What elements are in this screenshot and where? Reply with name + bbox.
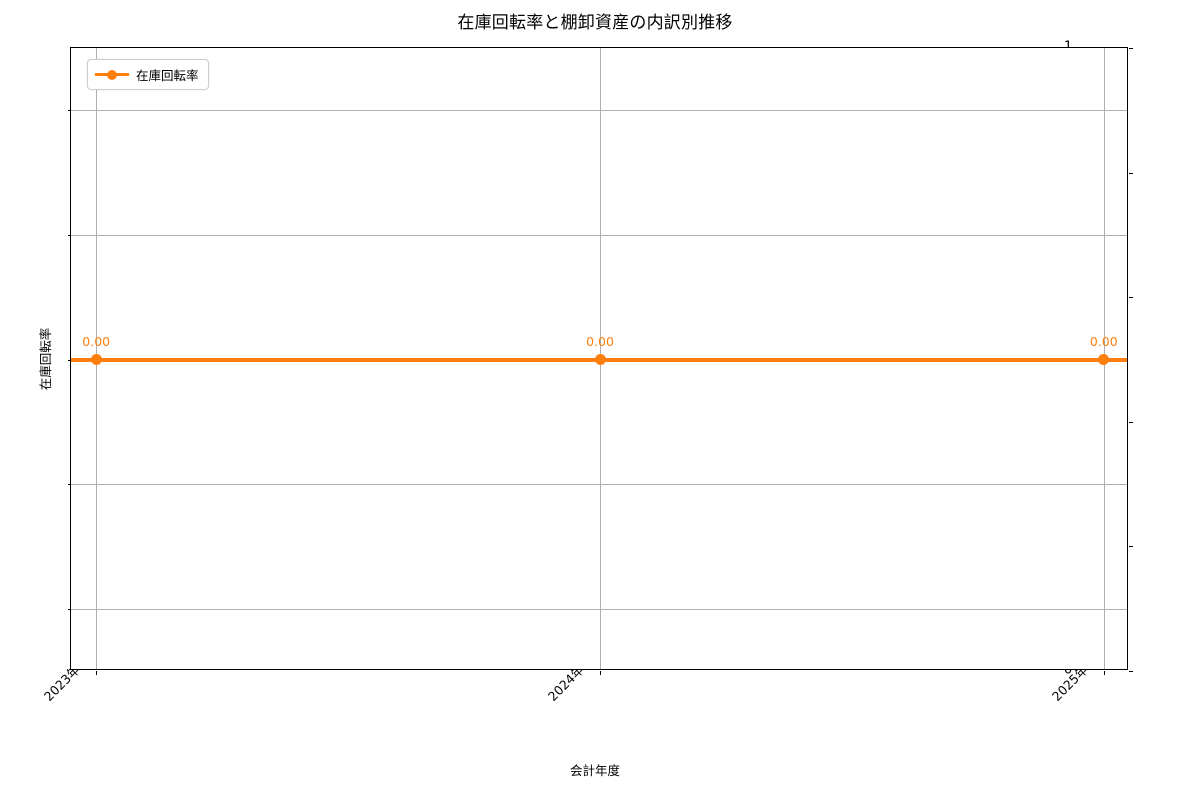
x-tick-mark bbox=[96, 671, 98, 675]
plot-area: 0.000.000.00 在庫回転率 棚卸資産（百万円） 在庫回転率 bbox=[38, 47, 1133, 675]
y-tick-mark-right bbox=[1129, 671, 1133, 672]
data-point-label: 0.00 bbox=[1089, 333, 1118, 349]
data-point-marker bbox=[1098, 354, 1110, 365]
y-tick-mark-left bbox=[67, 234, 71, 236]
y-axis-left-title: 在庫回転率 bbox=[37, 327, 53, 390]
legend-label-inventory-turnover: 在庫回転率 bbox=[136, 68, 199, 83]
legend-swatch-line-marker bbox=[95, 69, 129, 80]
y-tick-mark-left bbox=[67, 359, 71, 361]
x-tick-mark bbox=[1103, 671, 1105, 675]
x-axis-title: 会計年度 bbox=[569, 763, 620, 778]
legend[interactable]: 在庫回転率 bbox=[87, 59, 209, 90]
y-tick-mark-left bbox=[67, 608, 71, 610]
gridline-horizontal bbox=[71, 110, 1127, 112]
x-tick-mark bbox=[600, 671, 601, 675]
legend-marker-dot bbox=[107, 69, 117, 80]
y-tick-mark-right bbox=[1129, 421, 1133, 423]
y-tick-mark-right bbox=[1129, 297, 1133, 299]
y-tick-mark-left bbox=[67, 110, 71, 112]
data-point-label: 0.00 bbox=[82, 333, 111, 349]
y-tick-mark-right bbox=[1129, 546, 1133, 548]
y-tick-mark-right bbox=[1129, 48, 1133, 49]
y-tick-mark-right bbox=[1129, 172, 1133, 174]
gridline-horizontal bbox=[71, 234, 1127, 236]
data-point-marker bbox=[594, 354, 606, 365]
data-point-label: 0.00 bbox=[586, 333, 614, 349]
data-point-marker bbox=[90, 354, 102, 365]
gridline-horizontal bbox=[71, 608, 1127, 610]
gridline-horizontal bbox=[71, 484, 1127, 486]
y-tick-mark-left bbox=[67, 484, 71, 486]
y-tick-label-right: 0 bbox=[1064, 662, 1073, 678]
chart-title: 在庫回転率と棚卸資産の内訳別推移 bbox=[457, 13, 733, 33]
